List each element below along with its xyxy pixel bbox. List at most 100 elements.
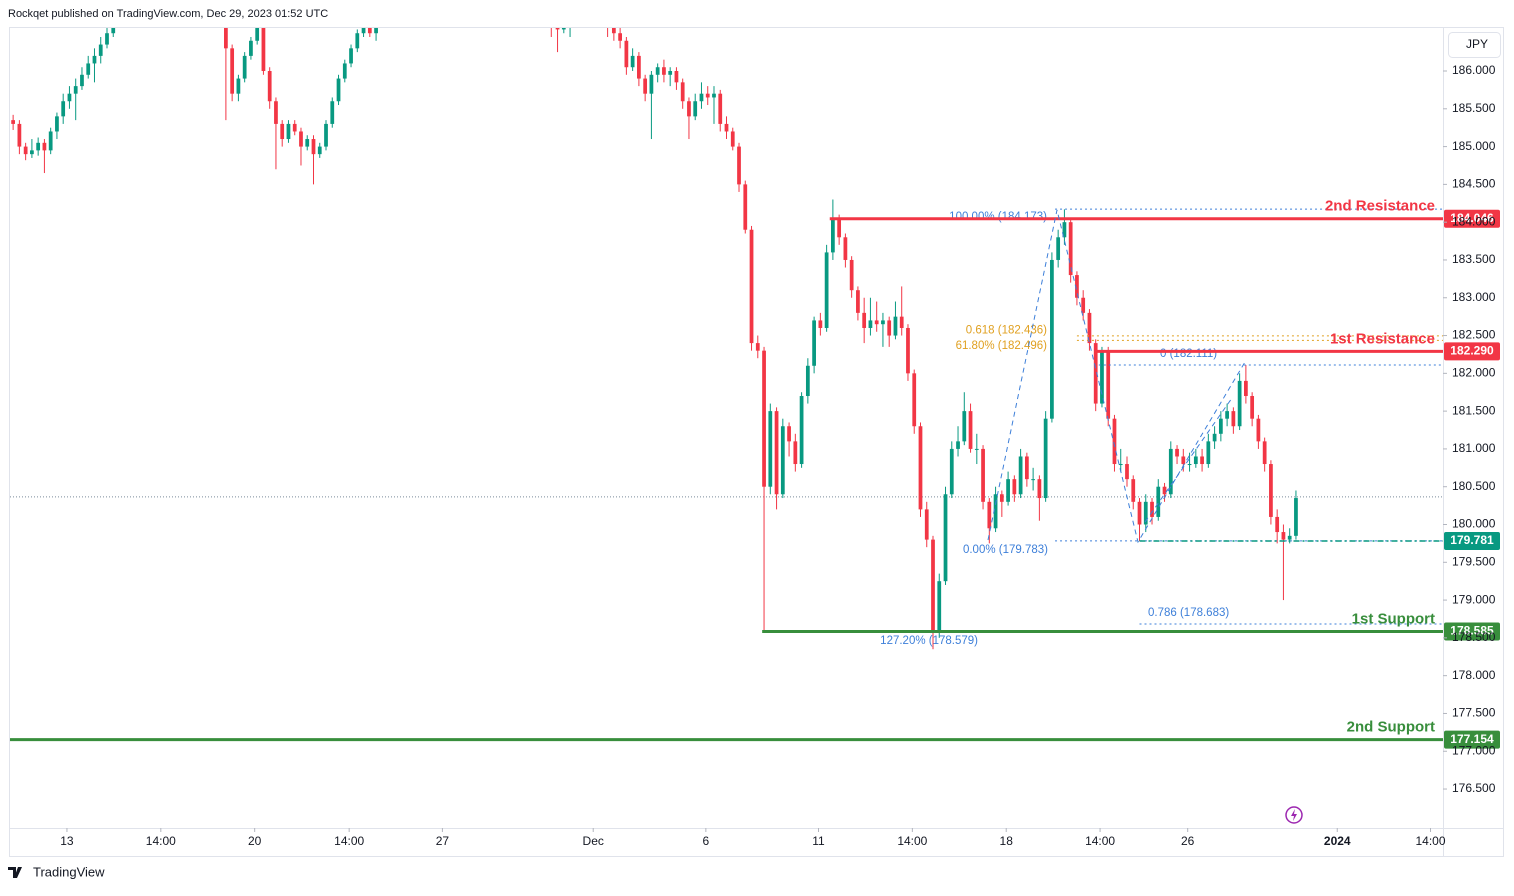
candle-body: [712, 93, 716, 98]
pattern-line: [1144, 397, 1233, 523]
candle-body: [274, 101, 278, 124]
price-box: [1444, 209, 1500, 228]
candle-body: [255, 28, 260, 41]
candle-body: [324, 123, 328, 147]
candle-body: [943, 494, 948, 582]
candle-body: [1143, 501, 1148, 525]
currency-box[interactable]: [1448, 32, 1501, 58]
candle-body: [1075, 275, 1079, 298]
candle-body: [224, 28, 228, 49]
candle-body: [1206, 441, 1211, 465]
pattern-line: [987, 209, 1246, 544]
x-tick-label: 14:00: [1085, 834, 1115, 848]
candle-body: [1156, 486, 1161, 517]
candle-body: [367, 28, 372, 34]
candle-body: [1187, 464, 1192, 466]
y-tick-label: 177.000: [1452, 743, 1496, 757]
candle-body: [1212, 433, 1217, 442]
fib-label: 0.618 (182.436): [966, 324, 1047, 336]
candle-body: [342, 63, 347, 79]
candle-body: [36, 142, 41, 151]
candle-body: [824, 252, 829, 328]
event-icon[interactable]: [1285, 806, 1303, 824]
candle-body: [655, 67, 660, 75]
candle-body: [261, 28, 266, 72]
candle-body: [1062, 222, 1067, 238]
candle-body: [48, 131, 53, 151]
candle-body: [1068, 222, 1073, 276]
fib-label: 0.00% (179.783): [963, 544, 1048, 556]
candle-body: [98, 44, 103, 56]
x-tick-label: 14:00: [146, 834, 176, 848]
candle-body: [718, 93, 723, 124]
y-tick-label: 183.000: [1452, 290, 1496, 304]
candle-body: [299, 131, 303, 147]
candle-body: [799, 396, 804, 465]
candle-body: [887, 320, 892, 336]
y-tick-label: 177.500: [1452, 706, 1496, 720]
candle-body: [1181, 456, 1186, 465]
candle-body: [662, 67, 666, 75]
candle-body: [1287, 535, 1292, 540]
y-tick-label: 184.000: [1452, 214, 1496, 228]
y-tick-label: 178.500: [1452, 630, 1496, 644]
candle-body: [280, 123, 285, 140]
price-box: [1444, 342, 1500, 361]
candle-body: [374, 28, 378, 34]
y-tick-label: 176.500: [1452, 781, 1496, 795]
candle-body: [856, 290, 860, 313]
fib-label: 127.20% (178.579): [880, 635, 978, 647]
x-tick-label: 14:00: [897, 834, 927, 848]
logo-icon: [8, 867, 22, 878]
candle-body: [1256, 418, 1261, 442]
candle-body: [1018, 456, 1023, 495]
candle-body: [317, 146, 322, 155]
fib-label: 0.786 (178.683): [1148, 607, 1229, 619]
candle-body: [931, 539, 935, 631]
candle-body: [30, 150, 34, 155]
y-tick-label: 178.000: [1452, 668, 1496, 682]
candle-body: [687, 101, 691, 117]
candle-body: [1168, 448, 1173, 495]
candle-body: [236, 78, 241, 94]
candle-body: [993, 494, 998, 529]
price-box-label: 179.781: [1450, 533, 1494, 547]
candle-body: [774, 411, 779, 495]
candle-body: [730, 131, 735, 147]
candle-body: [42, 142, 47, 151]
fib-label: 61.80% (182.496): [956, 340, 1048, 352]
candle-body: [1218, 418, 1223, 434]
x-tick-label: 13: [60, 834, 74, 848]
level-name: 2nd Resistance: [1325, 198, 1435, 215]
candle-body: [111, 28, 116, 34]
candle-body: [749, 229, 754, 344]
candle-body: [868, 320, 873, 328]
candle-body: [1006, 479, 1010, 502]
candle-body: [849, 259, 854, 291]
candle-body: [999, 494, 1004, 502]
candle-body: [336, 78, 341, 102]
y-tick-label: 186.000: [1452, 63, 1496, 77]
candle-body: [968, 411, 973, 449]
price-box: [1444, 622, 1500, 641]
candle-body: [1093, 343, 1098, 404]
candle-body: [1281, 532, 1286, 540]
candle-body: [1118, 464, 1123, 466]
candle-body: [286, 123, 291, 140]
x-tick-label: 14:00: [1415, 834, 1445, 848]
candle-body: [843, 237, 848, 260]
candle-body: [86, 63, 91, 75]
price-box-label: 184.046: [1450, 211, 1494, 225]
candle-body: [755, 343, 760, 351]
candle-body: [1231, 411, 1236, 427]
y-tick-label: 182.000: [1452, 366, 1496, 380]
candle-body: [1100, 350, 1104, 404]
candle-body: [267, 71, 272, 102]
candle-body: [737, 146, 741, 185]
overlay: 100.00% (184.173) 0.618 (182.436) 61.80% (…: [10, 198, 1500, 749]
x-tick-label: Dec: [583, 834, 604, 848]
y-tick-label: 185.500: [1452, 101, 1496, 115]
price-box-label: 182.290: [1450, 344, 1494, 358]
header-text: Rockqet published on TradingView.com, De…: [8, 8, 328, 20]
candle-body: [649, 74, 654, 94]
